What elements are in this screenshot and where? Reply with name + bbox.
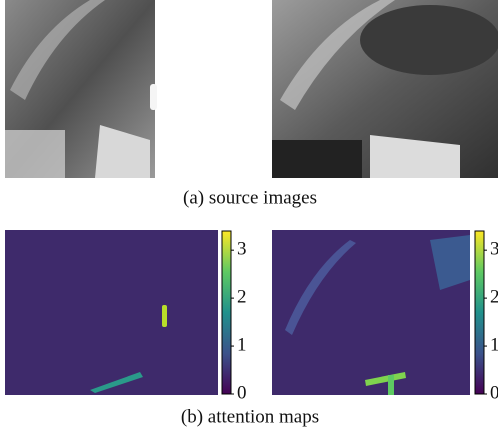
- colorbar-tick-label: 3: [490, 239, 498, 260]
- caption: (b) attention maps: [181, 406, 319, 427]
- colorbar-tick-label: 0: [490, 382, 498, 403]
- figure: (a) source images (b) attention maps 0 1 2…: [0, 0, 498, 428]
- colorbar: [475, 231, 484, 394]
- caption: (a) source images: [183, 187, 317, 208]
- colorbar: [222, 231, 231, 394]
- colorbar-tick-label: 2: [237, 286, 247, 307]
- colorbar-tick-label: 2: [490, 286, 498, 307]
- colorbar-tick-label: 0: [237, 382, 247, 403]
- colorbar-tick-label: 1: [490, 334, 498, 355]
- colorbar-tick-label: 1: [237, 334, 247, 355]
- infrared-image: [5, 0, 156, 178]
- colorbar-tick-label: 3: [237, 239, 247, 260]
- visible-image: [272, 0, 498, 178]
- person: [150, 84, 157, 110]
- attention-map: [5, 230, 218, 395]
- attention-map: [272, 230, 470, 395]
